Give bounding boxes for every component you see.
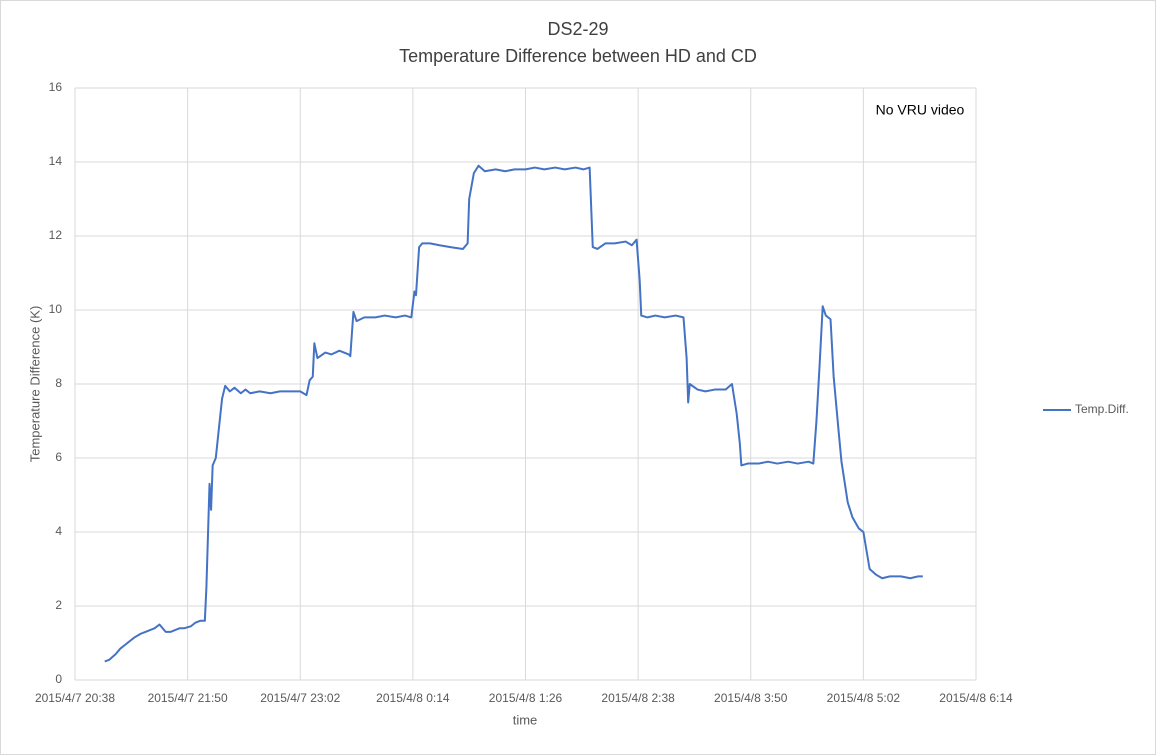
chart-subtitle: Temperature Difference between HD and CD	[399, 46, 757, 66]
y-tick-label: 14	[49, 154, 63, 168]
y-tick-label: 0	[55, 672, 62, 686]
x-tick-label: 2015/4/7 23:02	[260, 691, 340, 705]
y-tick-label: 10	[49, 302, 63, 316]
annotation: No VRU video	[876, 102, 965, 118]
x-tick-label: 2015/4/8 1:26	[489, 691, 563, 705]
y-tick-label: 6	[55, 450, 62, 464]
y-tick-label: 4	[55, 524, 62, 538]
data-line	[104, 164, 923, 663]
y-tick-label: 8	[55, 376, 62, 390]
y-tick-label: 16	[49, 80, 63, 94]
x-tick-label: 2015/4/7 21:50	[148, 691, 228, 705]
x-axis-title: time	[513, 712, 538, 727]
y-axis-title: Temperature Difference (K)	[27, 306, 42, 463]
x-tick-label: 2015/4/8 3:50	[714, 691, 788, 705]
x-tick-label: 2015/4/7 20:38	[35, 691, 115, 705]
y-tick-label: 2	[55, 598, 62, 612]
x-tick-label: 2015/4/8 6:14	[939, 691, 1013, 705]
x-tick-label: 2015/4/8 2:38	[601, 691, 675, 705]
x-tick-label: 2015/4/8 0:14	[376, 691, 450, 705]
chart-title: DS2-29	[547, 19, 608, 39]
x-tick-label: 2015/4/8 5:02	[827, 691, 901, 705]
legend-label: Temp.Diff.	[1075, 402, 1129, 416]
y-tick-label: 12	[49, 228, 63, 242]
